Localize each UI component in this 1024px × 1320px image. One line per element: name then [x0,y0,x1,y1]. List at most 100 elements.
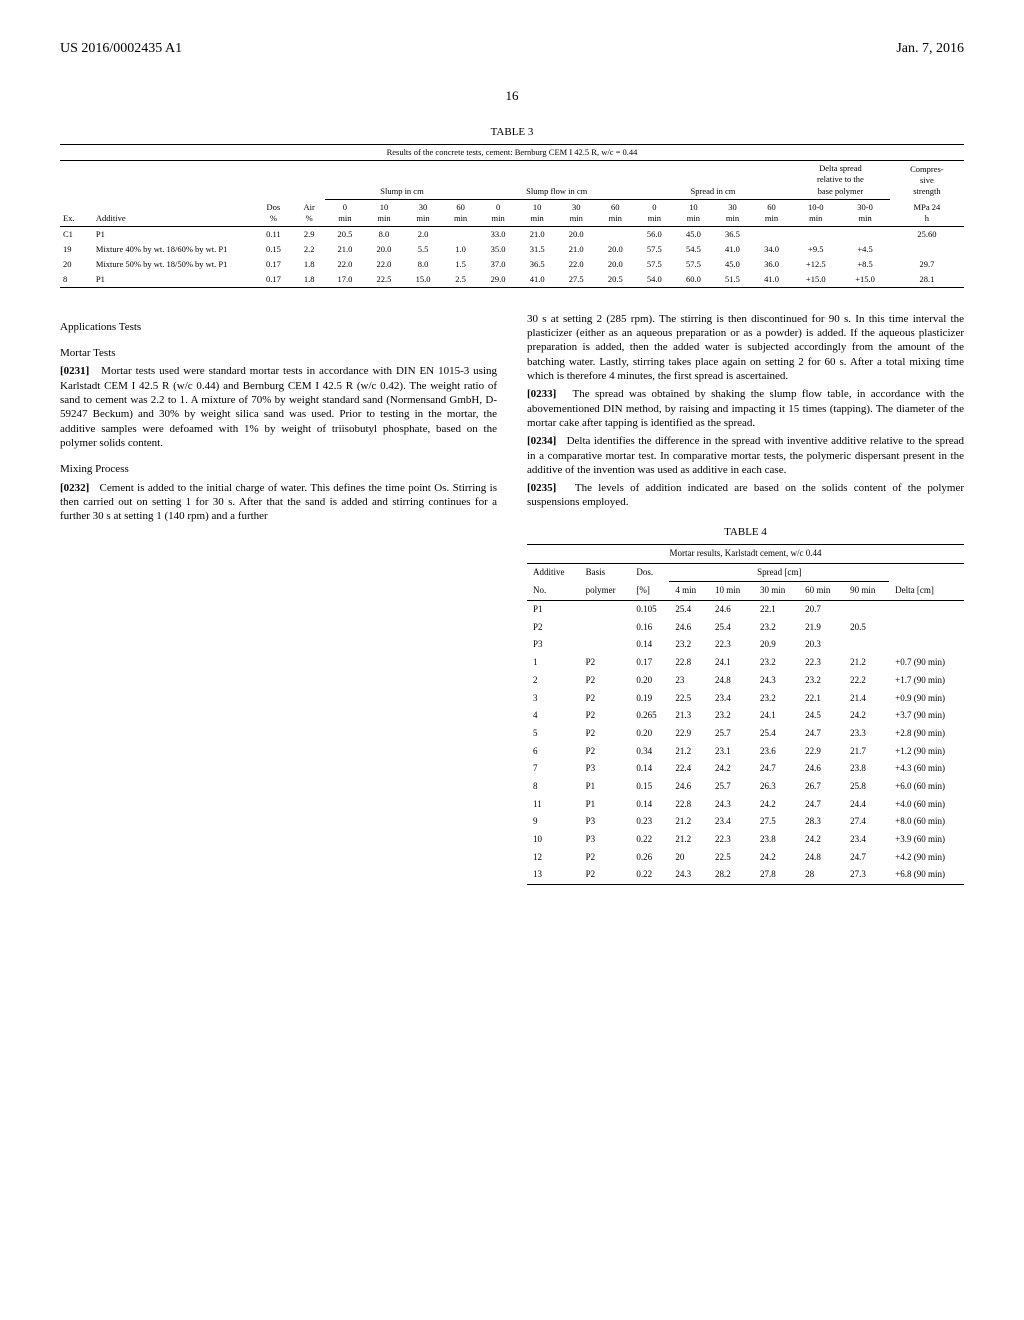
t4-h-spread: Spread [cm] [669,563,889,582]
table4-cell: 0.19 [630,690,669,708]
table4-cell: 24.1 [754,707,799,725]
table4-cell: 24.8 [799,849,844,867]
table4-cell: 24.6 [799,760,844,778]
table3-col-header: 0min [325,199,364,226]
table4-cell: +8.0 (60 min) [889,813,964,831]
table3-cell: 28.1 [890,272,964,288]
table3-cell: P1 [93,272,254,288]
table4-cell: 0.105 [630,601,669,619]
table4-cell: 24.1 [709,654,754,672]
table4-cell: P2 [580,743,631,761]
table4-cell: +6.0 (60 min) [889,778,964,796]
table4-cell: 24.6 [669,778,709,796]
table3-col-header: 30min [713,199,752,226]
table4-cell: 27.3 [844,866,889,884]
table4-cell: 20 [669,849,709,867]
table4-cell: 22.2 [844,672,889,690]
para-text: Cement is added to the initial charge of… [60,482,497,523]
table4-cell: P2 [580,672,631,690]
mixing-process-head: Mixing Process [60,462,497,476]
table4-cell: 0.14 [630,636,669,654]
table3-cell: 34.0 [752,242,791,257]
table3-cell: 0.17 [254,257,293,272]
table3-cell: 20.0 [364,242,403,257]
table4-cell: 8 [527,778,580,796]
table4-cell: +4.2 (90 min) [889,849,964,867]
table4-cell [580,636,631,654]
table4-cell: +6.8 (90 min) [889,866,964,884]
table3-col-header: Dos% [254,199,293,226]
table4-cell: P2 [580,654,631,672]
table3-cell: 5.5 [404,242,443,257]
table3-cell [890,242,964,257]
t4-h-additive: Additive [527,563,580,582]
table3-cell: 22.0 [557,257,596,272]
table4-cell: 13 [527,866,580,884]
table3-col-header: 10min [364,199,403,226]
table4-cell: 23.4 [709,813,754,831]
table4-cell: 22.3 [709,831,754,849]
table3-col-header: Additive [93,199,254,226]
table4-cell: 22.4 [669,760,709,778]
table3-cell: 41.0 [752,272,791,288]
table3-cell: +15.0 [840,272,889,288]
table3-col-header: MPa 24h [890,199,964,226]
table4-cell: 0.17 [630,654,669,672]
table3-cell: 20.0 [557,226,596,242]
table3-cell: 60.0 [674,272,713,288]
table4-col-header: 60 min [799,582,844,601]
table4-cell: P2 [580,866,631,884]
table3-cell: 37.0 [479,257,518,272]
table4-cell: 21.2 [669,831,709,849]
table3-caption: TABLE 3 [60,125,964,139]
table3-cell: 15.0 [404,272,443,288]
applications-tests-head: Applications Tests [60,320,497,334]
table3-col-header: 0min [479,199,518,226]
table4-cell: 20.3 [799,636,844,654]
table4-cell: 0.16 [630,619,669,637]
table4-cell: 0.20 [630,672,669,690]
table4-cell: 23.8 [754,831,799,849]
table4-cell [889,601,964,619]
table3-cell: 57.5 [635,257,674,272]
table4-cell: 23 [669,672,709,690]
table4-cell: 2 [527,672,580,690]
table4-cell: P3 [580,813,631,831]
table3-cell: 8.0 [404,257,443,272]
table4-cell: 24.2 [844,707,889,725]
table4-cell [844,636,889,654]
table3-cell: 2.5 [443,272,479,288]
right-column: 30 s at setting 2 (285 rpm). The stirrin… [527,308,964,891]
table4-subtitle: Mortar results, Karlstadt cement, w/c 0.… [527,545,964,564]
table4-cell: 25.8 [844,778,889,796]
table4-cell: +1.2 (90 min) [889,743,964,761]
table4-col-header: 90 min [844,582,889,601]
table3-cell: 41.0 [518,272,557,288]
table4-cell: 24.2 [754,796,799,814]
table4-cell: 23.4 [709,690,754,708]
table3-col-header: 10min [518,199,557,226]
table4-cell: 25.4 [754,725,799,743]
table4-cell: +3.7 (90 min) [889,707,964,725]
table4-cell: 24.2 [799,831,844,849]
table4-cell: 12 [527,849,580,867]
table3-cell: 31.5 [518,242,557,257]
table4-cell [580,601,631,619]
table4-cell: 5 [527,725,580,743]
table4-cell: 24.5 [799,707,844,725]
table3-cell: 29.7 [890,257,964,272]
para-text: Mortar tests used were standard mortar t… [60,365,497,448]
table4-cell: 21.2 [844,654,889,672]
table3-cell: 21.0 [518,226,557,242]
table4-cell: 20.9 [754,636,799,654]
table3-cell: 54.5 [674,242,713,257]
table4-cell: 10 [527,831,580,849]
table4-cell: 24.3 [709,796,754,814]
table4-cell: 4 [527,707,580,725]
table3-cell: 36.0 [752,257,791,272]
para-0232: [0232] Cement is added to the initial ch… [60,481,497,524]
table3-cell: +15.0 [791,272,840,288]
table3-cell: 57.5 [674,257,713,272]
table3-col-header: 60min [443,199,479,226]
table3-cell: 19 [60,242,93,257]
